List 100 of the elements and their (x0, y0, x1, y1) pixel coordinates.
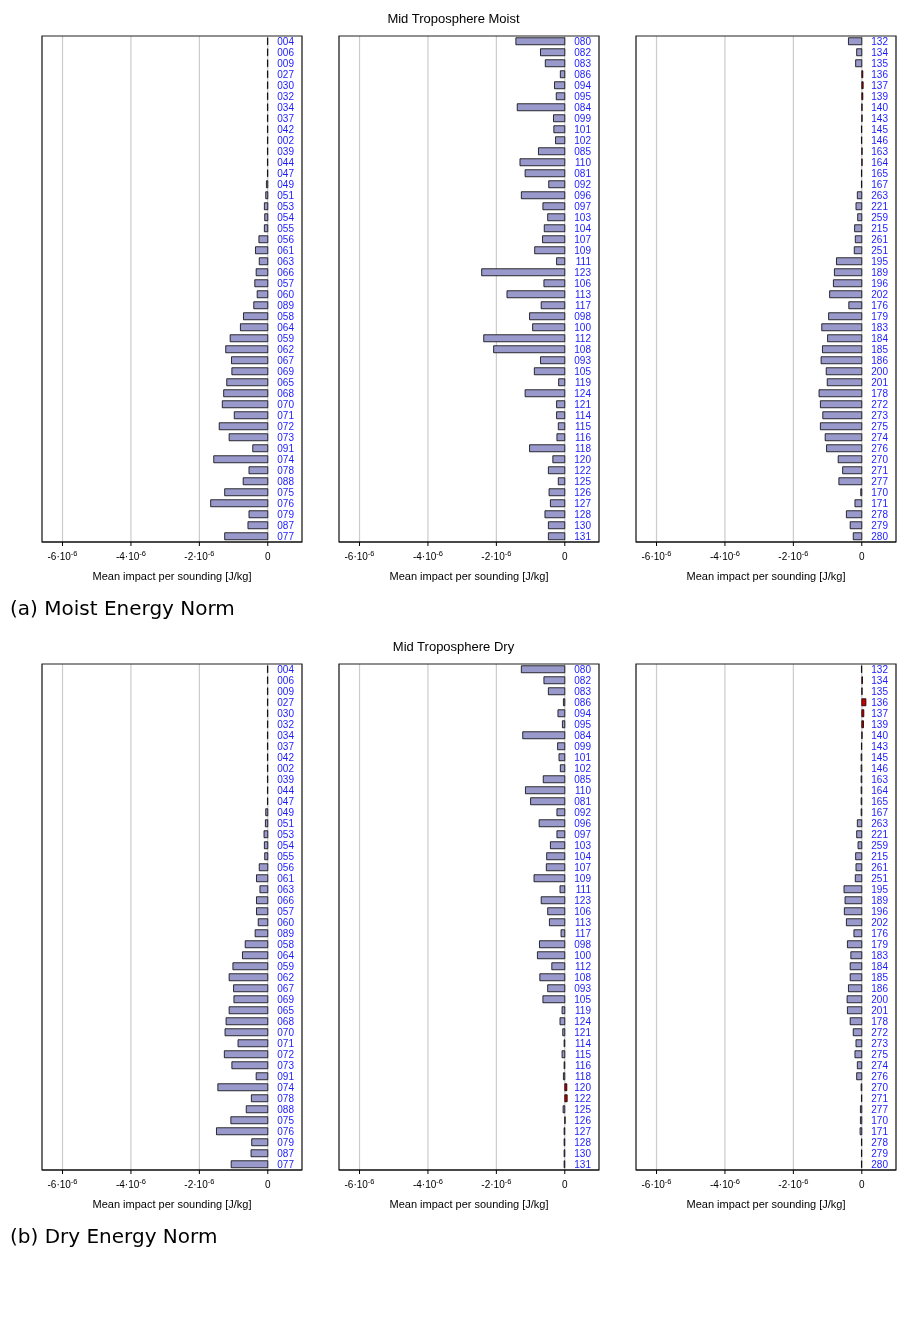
y-tick-label: 098 (574, 939, 592, 951)
y-tick-label: 054 (277, 840, 295, 852)
y-tick-label: 139 (871, 719, 889, 731)
x-tick-label: 0 (265, 1179, 272, 1190)
y-tick-label: 272 (871, 1027, 889, 1039)
y-tick-label: 278 (871, 1137, 889, 1149)
y-tick-label: 215 (871, 223, 889, 235)
y-tick-label: 057 (277, 906, 295, 918)
y-tick-label: 042 (277, 752, 295, 764)
x-tick-label: -6·10$^{-6}$ (641, 1176, 672, 1190)
y-tick-label: 085 (574, 774, 592, 786)
y-tick-label: 104 (574, 223, 592, 235)
y-tick-label: 078 (277, 465, 295, 477)
y-tick-label: 140 (871, 730, 889, 742)
y-tick-label: 124 (574, 1016, 592, 1028)
y-tick-label: 009 (277, 58, 295, 70)
y-tick-label: 186 (871, 983, 889, 995)
y-tick-label: 117 (575, 300, 592, 312)
y-tick-label: 118 (575, 1071, 592, 1083)
y-tick-label: 170 (871, 1115, 889, 1127)
y-tick-label: 259 (871, 212, 889, 224)
y-tick-label: 124 (574, 388, 592, 400)
y-tick-label: 135 (871, 58, 889, 70)
y-tick-label: 055 (277, 223, 295, 235)
y-tick-label: 195 (871, 256, 889, 268)
y-tick-label: 167 (871, 807, 889, 819)
x-tick-label: -2·10$^{-6}$ (184, 1176, 215, 1190)
y-tick-label: 186 (871, 355, 889, 367)
y-tick-label: 101 (574, 752, 592, 764)
y-tick-label: 002 (277, 135, 295, 147)
y-tick-label: 179 (871, 311, 889, 323)
y-tick-label: 121 (574, 399, 592, 411)
y-tick-label: 276 (871, 443, 889, 455)
y-tick-label: 004 (277, 664, 295, 676)
y-tick-label: 131 (574, 1159, 592, 1171)
y-tick-label: 164 (871, 785, 889, 797)
y-tick-label: 110 (575, 785, 592, 797)
y-tick-label: 037 (277, 741, 295, 753)
y-tick-label: 271 (871, 1093, 889, 1105)
y-tick-label: 049 (277, 179, 295, 191)
y-tick-label: 061 (277, 245, 295, 257)
x-tick-label: -4·10$^{-6}$ (115, 548, 146, 562)
y-tick-label: 094 (574, 708, 592, 720)
y-tick-label: 221 (871, 201, 889, 213)
y-tick-label: 044 (277, 785, 295, 797)
y-tick-label: 275 (871, 421, 889, 433)
y-tick-label: 086 (574, 69, 592, 81)
y-tick-label: 116 (575, 432, 592, 444)
y-tick-label: 057 (277, 278, 295, 290)
x-axis-title: Mean impact per sounding [J/kg] (92, 1198, 252, 1210)
y-tick-label: 075 (277, 487, 295, 499)
y-tick-label: 103 (574, 212, 592, 224)
y-tick-label: 070 (277, 1027, 295, 1039)
y-tick-label: 113 (575, 917, 592, 929)
y-tick-label: 076 (277, 498, 295, 510)
y-tick-label: 077 (277, 531, 295, 543)
x-tick-label: -2·10$^{-6}$ (184, 548, 215, 562)
y-tick-label: 277 (871, 1104, 889, 1116)
y-tick-label: 201 (871, 1005, 889, 1017)
y-tick-label: 034 (277, 730, 295, 742)
y-tick-label: 071 (277, 1038, 295, 1050)
x-tick-label: -6·10$^{-6}$ (641, 548, 672, 562)
y-tick-label: 140 (871, 102, 889, 114)
y-tick-label: 120 (574, 1082, 592, 1094)
y-tick-label: 279 (871, 1148, 889, 1160)
y-tick-label: 123 (574, 267, 592, 279)
y-tick-label: 079 (277, 1137, 295, 1149)
y-tick-label: 108 (574, 344, 592, 356)
x-tick-label: -2·10$^{-6}$ (778, 1176, 809, 1190)
y-tick-label: 200 (871, 994, 889, 1006)
y-tick-label: 105 (574, 366, 592, 378)
y-tick-label: 056 (277, 862, 295, 874)
y-tick-label: 274 (871, 432, 889, 444)
y-tick-label: 110 (575, 157, 592, 169)
y-tick-label: 112 (575, 961, 592, 973)
chart-title: Mid Troposphere Dry (392, 639, 515, 654)
y-tick-label: 135 (871, 686, 889, 698)
y-tick-label: 275 (871, 1049, 889, 1061)
y-tick-label: 060 (277, 917, 295, 929)
y-tick-label: 196 (871, 278, 889, 290)
y-tick-label: 097 (574, 201, 592, 213)
x-tick-label: -4·10$^{-6}$ (412, 548, 443, 562)
y-tick-label: 132 (871, 664, 889, 676)
y-tick-label: 108 (574, 972, 592, 984)
y-tick-label: 176 (871, 928, 889, 940)
y-tick-label: 066 (277, 267, 295, 279)
x-axis-title: Mean impact per sounding [J/kg] (686, 570, 846, 582)
y-tick-label: 104 (574, 851, 592, 863)
y-tick-label: 094 (574, 80, 592, 92)
x-tick-label: -4·10$^{-6}$ (115, 1176, 146, 1190)
y-tick-label: 101 (574, 124, 592, 136)
y-tick-label: 095 (574, 719, 592, 731)
y-tick-label: 279 (871, 520, 889, 532)
y-tick-label: 099 (574, 113, 592, 125)
y-tick-label: 106 (574, 906, 592, 918)
y-tick-label: 125 (574, 476, 592, 488)
y-tick-label: 058 (277, 311, 295, 323)
y-tick-label: 145 (871, 124, 889, 136)
y-tick-label: 130 (574, 520, 592, 532)
y-tick-label: 051 (277, 190, 295, 202)
